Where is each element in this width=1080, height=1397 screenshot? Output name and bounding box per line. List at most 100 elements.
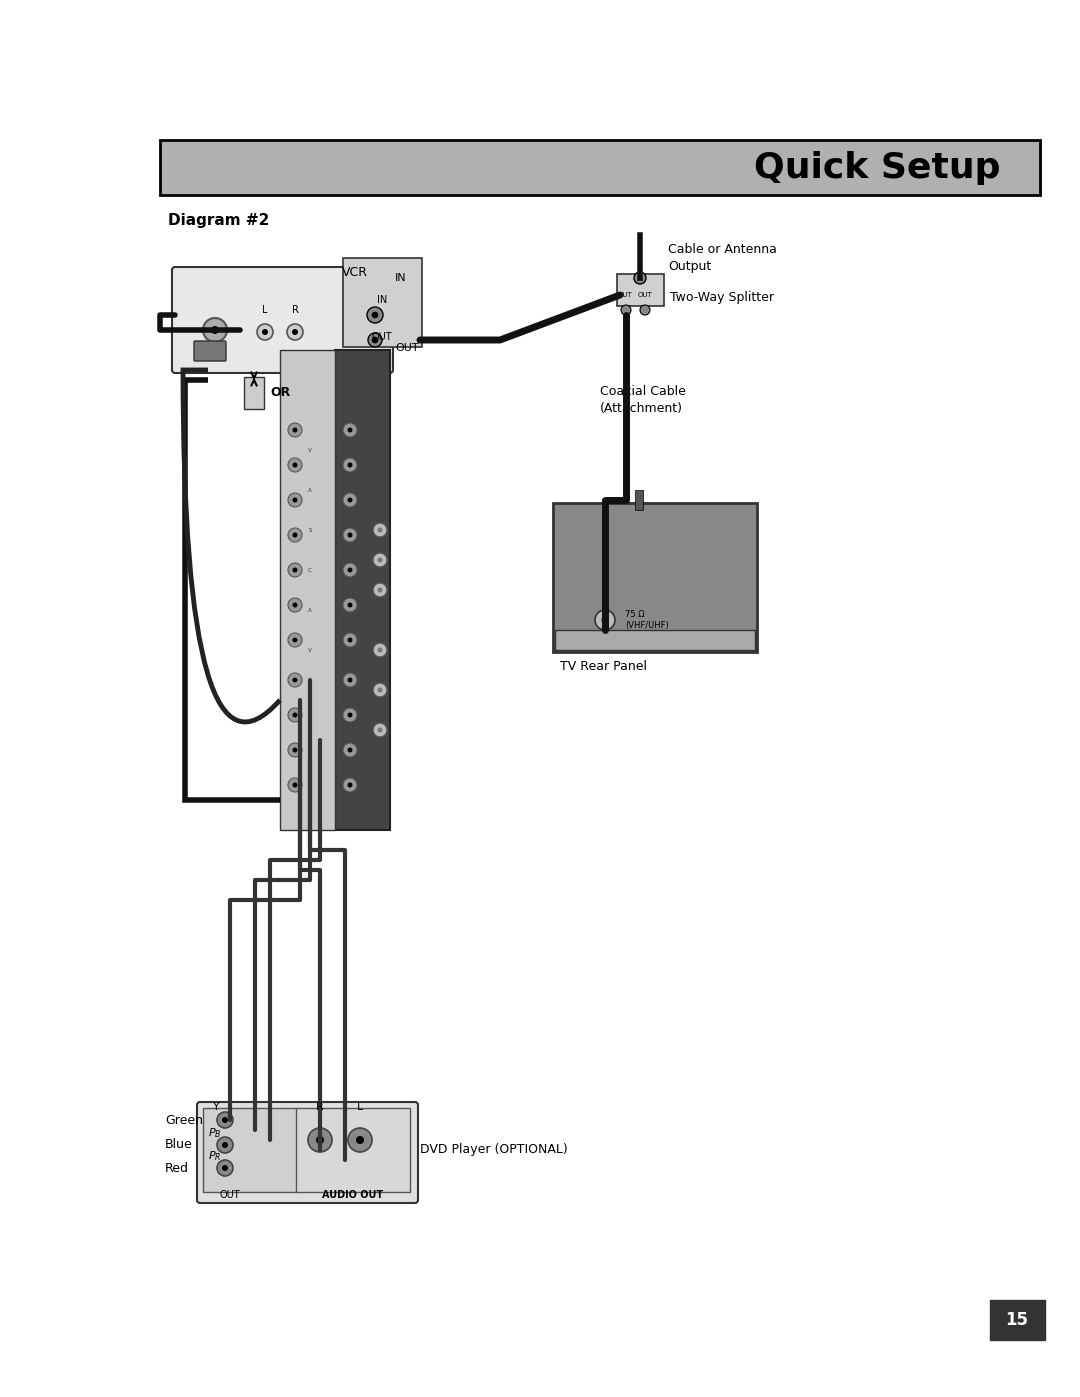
Circle shape <box>378 557 382 563</box>
Text: TV Rear Panel: TV Rear Panel <box>561 659 647 673</box>
Circle shape <box>373 583 387 597</box>
Text: OUT: OUT <box>395 344 419 353</box>
Circle shape <box>348 637 352 643</box>
Circle shape <box>373 643 387 657</box>
Text: $P_B$: $P_B$ <box>208 1126 221 1140</box>
Text: A: A <box>308 687 312 693</box>
Text: V: V <box>308 647 312 652</box>
Circle shape <box>292 330 298 335</box>
Text: OR: OR <box>270 387 291 400</box>
Circle shape <box>367 307 383 323</box>
Circle shape <box>222 1118 228 1123</box>
Circle shape <box>343 563 357 577</box>
Text: R: R <box>316 1102 324 1112</box>
Circle shape <box>378 687 382 693</box>
FancyBboxPatch shape <box>194 341 226 360</box>
Circle shape <box>348 497 352 503</box>
Circle shape <box>288 598 302 612</box>
Circle shape <box>356 1136 364 1144</box>
FancyBboxPatch shape <box>280 351 335 830</box>
Circle shape <box>257 324 273 339</box>
Circle shape <box>293 782 297 788</box>
FancyBboxPatch shape <box>203 1108 297 1192</box>
Circle shape <box>217 1137 233 1153</box>
Circle shape <box>348 567 352 573</box>
Circle shape <box>348 462 352 468</box>
Circle shape <box>343 708 357 722</box>
Circle shape <box>262 330 268 335</box>
Circle shape <box>634 272 646 284</box>
Circle shape <box>308 1127 332 1153</box>
Text: OUT: OUT <box>618 292 633 298</box>
FancyBboxPatch shape <box>335 351 390 830</box>
Circle shape <box>288 563 302 577</box>
Text: IN: IN <box>395 272 407 284</box>
Text: Quick Setup: Quick Setup <box>754 151 1000 184</box>
Circle shape <box>203 319 227 342</box>
Circle shape <box>373 553 387 567</box>
Circle shape <box>595 610 615 630</box>
Circle shape <box>348 712 352 718</box>
Text: A: A <box>308 608 312 612</box>
Circle shape <box>343 778 357 792</box>
Text: OUT: OUT <box>219 1190 241 1200</box>
Circle shape <box>293 712 297 718</box>
Text: $P_R$: $P_R$ <box>208 1150 221 1162</box>
Circle shape <box>348 532 352 538</box>
Text: V: V <box>308 728 312 732</box>
Circle shape <box>293 462 297 468</box>
Circle shape <box>343 528 357 542</box>
Circle shape <box>288 778 302 792</box>
Circle shape <box>373 683 387 697</box>
Circle shape <box>372 337 378 344</box>
Circle shape <box>217 1112 233 1127</box>
Circle shape <box>372 312 378 319</box>
FancyBboxPatch shape <box>617 274 664 306</box>
Text: OUT: OUT <box>372 332 392 342</box>
Text: Blue: Blue <box>165 1139 192 1151</box>
Text: S: S <box>308 528 312 532</box>
Circle shape <box>378 528 382 532</box>
Text: 15: 15 <box>1005 1310 1028 1329</box>
Circle shape <box>378 588 382 592</box>
FancyBboxPatch shape <box>197 1102 418 1203</box>
Circle shape <box>293 497 297 503</box>
Text: Y: Y <box>213 1102 219 1112</box>
Text: Diagram #2: Diagram #2 <box>168 212 269 228</box>
Text: L: L <box>356 1102 363 1112</box>
Circle shape <box>293 678 297 683</box>
Text: OUT: OUT <box>637 292 652 298</box>
Text: A: A <box>308 767 312 773</box>
Circle shape <box>222 1141 228 1148</box>
Circle shape <box>288 743 302 757</box>
Circle shape <box>217 1160 233 1176</box>
Circle shape <box>222 1165 228 1171</box>
Text: IN: IN <box>636 272 644 278</box>
Circle shape <box>640 305 650 314</box>
Circle shape <box>293 637 297 643</box>
Circle shape <box>211 326 219 334</box>
Circle shape <box>343 633 357 647</box>
Circle shape <box>288 673 302 687</box>
FancyBboxPatch shape <box>343 258 422 346</box>
Circle shape <box>343 598 357 612</box>
Circle shape <box>293 747 297 753</box>
Text: A: A <box>308 488 312 493</box>
Circle shape <box>343 673 357 687</box>
Text: 75 Ω
(VHF/UHF): 75 Ω (VHF/UHF) <box>625 610 669 630</box>
Text: C: C <box>308 567 312 573</box>
FancyBboxPatch shape <box>172 267 393 373</box>
FancyBboxPatch shape <box>553 503 757 652</box>
Circle shape <box>348 602 352 608</box>
Circle shape <box>293 427 297 433</box>
Circle shape <box>348 678 352 683</box>
Circle shape <box>343 493 357 507</box>
Circle shape <box>373 522 387 536</box>
Circle shape <box>288 423 302 437</box>
Bar <box>635 490 643 510</box>
FancyBboxPatch shape <box>160 140 1040 196</box>
Circle shape <box>348 782 352 788</box>
Circle shape <box>288 528 302 542</box>
Circle shape <box>293 532 297 538</box>
FancyBboxPatch shape <box>555 630 755 650</box>
